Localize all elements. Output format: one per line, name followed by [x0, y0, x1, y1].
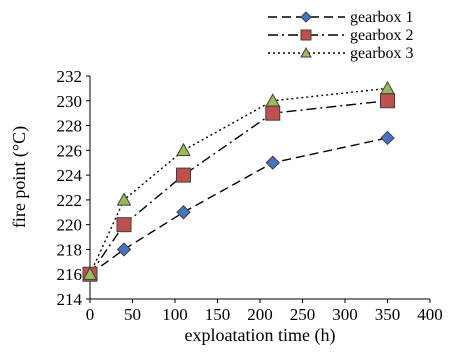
- x-tick-label: 400: [417, 305, 443, 324]
- series-line-1: [89, 137, 388, 275]
- y-tick-label: 214: [57, 290, 83, 309]
- data-point-series-1: [116, 242, 132, 257]
- y-tick-labels: 214 216 218 220 222 224 226 228 230 232: [57, 67, 83, 309]
- data-point-series-2: [116, 217, 132, 233]
- y-tick-label: 232: [57, 67, 83, 86]
- series-line-2: [89, 100, 388, 275]
- y-tick-label: 224: [57, 166, 83, 185]
- series-lines: [89, 87, 388, 275]
- data-point-series-2: [176, 167, 191, 183]
- x-tick-label: 200: [247, 305, 273, 324]
- y-tick-label: 222: [57, 191, 83, 210]
- data-point-series-3: [265, 93, 281, 107]
- x-tick-label: 300: [332, 305, 358, 324]
- data-point-series-3: [82, 266, 98, 280]
- axes: [86, 75, 431, 303]
- data-point-series-2: [380, 93, 395, 109]
- legend-label-3: gearbox 3: [350, 45, 414, 62]
- x-tick-label: 150: [205, 305, 231, 324]
- x-tick-label: 100: [162, 305, 188, 324]
- data-point-series-1: [265, 155, 280, 170]
- x-tick-label: 0: [86, 305, 95, 324]
- x-tick-label: 50: [124, 305, 141, 324]
- data-points: [82, 80, 395, 282]
- x-tick-label: 250: [290, 305, 316, 324]
- x-axis-label: exploatation time (h): [185, 325, 336, 346]
- data-point-series-1: [380, 130, 395, 146]
- x-tick-label: 350: [375, 305, 401, 324]
- x-tick-labels: 0 50 100 150 200 250 300 350 400: [86, 305, 443, 324]
- y-tick-label: 226: [57, 141, 83, 160]
- y-axis-label: fire point (°C): [9, 126, 30, 228]
- legend-marker-3: [300, 46, 312, 58]
- data-point-series-3: [176, 142, 191, 157]
- y-tick-label: 218: [57, 240, 83, 259]
- data-point-series-3: [380, 80, 395, 95]
- data-point-series-2: [265, 105, 281, 121]
- y-tick-label: 220: [57, 216, 83, 235]
- data-point-series-1: [176, 205, 191, 220]
- y-tick-label: 230: [57, 92, 83, 111]
- legend-label-2: gearbox 2: [350, 27, 414, 44]
- legend-marker-2: [300, 29, 312, 41]
- legend-label-1: gearbox 1: [350, 9, 414, 26]
- data-point-series-3: [116, 192, 132, 206]
- legend-marker-1: [300, 11, 312, 23]
- y-tick-label: 228: [57, 117, 83, 136]
- y-tick-label: 216: [57, 265, 83, 284]
